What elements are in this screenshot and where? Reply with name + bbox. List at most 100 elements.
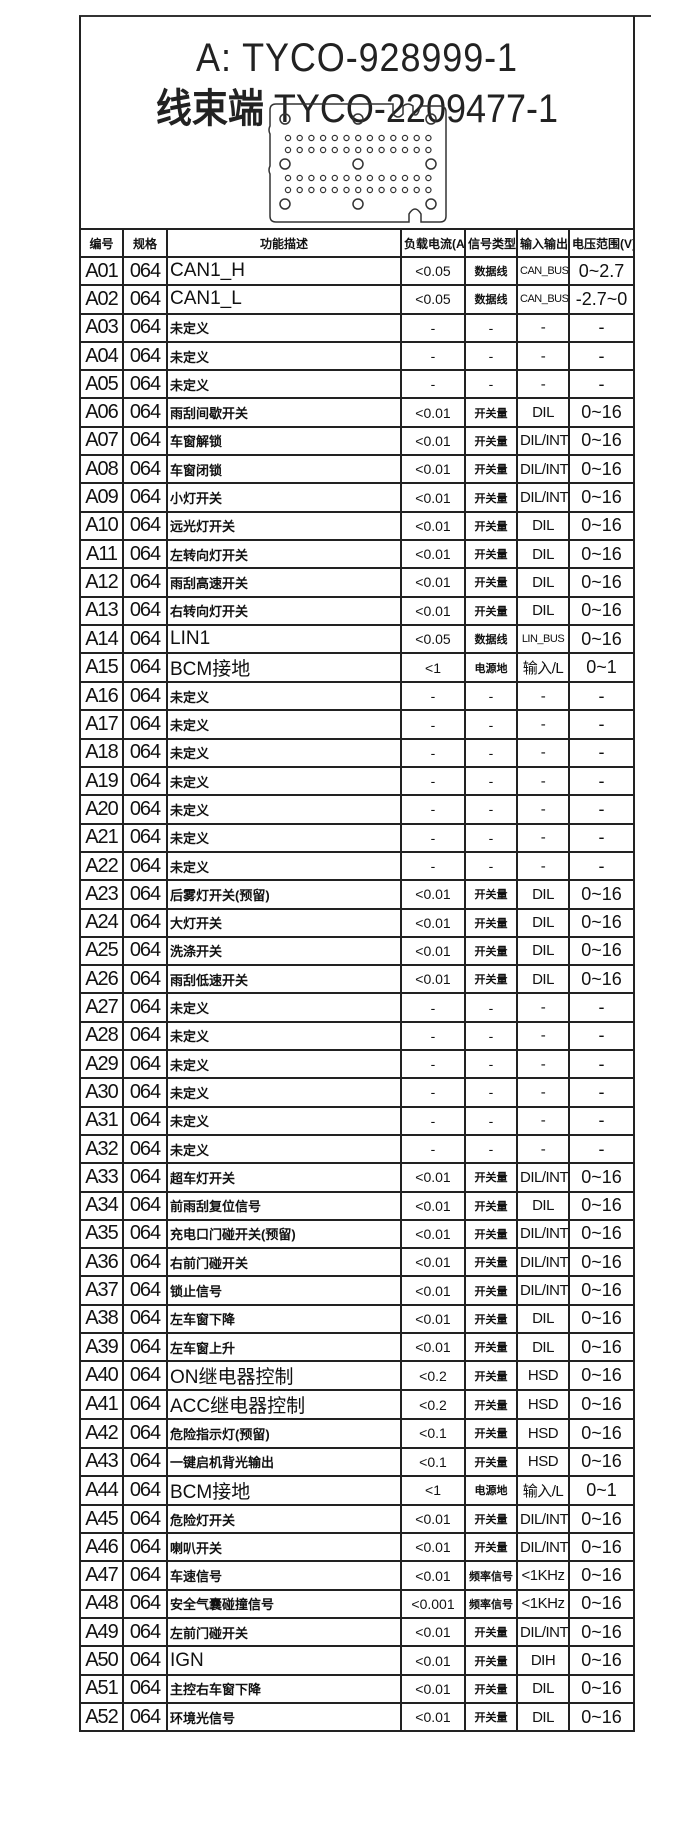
cell-function-description: 左车窗下降 bbox=[166, 1303, 402, 1334]
cell-voltage-range: 0~16 bbox=[568, 1446, 635, 1477]
table-row: A46 064 喇叭开关 <0.01 开关量 DIL/INT 0~16 bbox=[79, 1532, 635, 1563]
cell-spec: 064 bbox=[122, 850, 168, 882]
cell-signal-type: 开关量 bbox=[464, 935, 518, 967]
cell-function-description: 雨刮高速开关 bbox=[166, 567, 402, 598]
cell-voltage-range: 0~16 bbox=[568, 879, 635, 910]
cell-function-description: CAN1_L bbox=[166, 284, 402, 315]
pin-cavity bbox=[390, 174, 397, 182]
cell-signal-type: - bbox=[464, 681, 518, 712]
cell-function-description: 小灯开关 bbox=[166, 482, 402, 513]
cell-load-current: - bbox=[400, 340, 466, 372]
table-row: A19 064 未定义 - - - - bbox=[79, 766, 635, 797]
cell-function-description: 雨刮低速开关 bbox=[166, 964, 402, 995]
cell-load-current: <0.01 bbox=[400, 1190, 466, 1221]
cell-function-description: 喇叭开关 bbox=[166, 1532, 402, 1563]
cell-signal-type: - bbox=[464, 766, 518, 797]
cell-pin-id: A24 bbox=[79, 907, 124, 938]
table-row: A03 064 未定义 - - - - bbox=[79, 312, 635, 343]
cell-pin-id: A39 bbox=[79, 1331, 124, 1363]
cell-io-type: DIL bbox=[516, 1331, 570, 1363]
cell-load-current: - bbox=[400, 1105, 466, 1136]
cell-voltage-range: - bbox=[568, 992, 635, 1023]
table-row: A10 064 远光灯开关 <0.01 开关量 DIL 0~16 bbox=[79, 510, 635, 541]
cell-spec: 064 bbox=[122, 681, 168, 712]
table-row: A36 064 右前门碰开关 <0.01 开关量 DIL/INT 0~16 bbox=[79, 1247, 635, 1278]
cell-function-description: BCM接地 bbox=[166, 652, 402, 684]
cell-voltage-range: 0~16 bbox=[568, 1617, 635, 1648]
cell-signal-type: 开关量 bbox=[464, 1503, 518, 1535]
cell-function-description: 危险灯开关 bbox=[166, 1503, 402, 1535]
table-row: A05 064 未定义 - - - - bbox=[79, 369, 635, 400]
cell-load-current: <0.01 bbox=[400, 1673, 466, 1704]
table-row: A52 064 环境光信号 <0.01 开关量 DIL 0~16 bbox=[79, 1701, 635, 1733]
pin-cavity bbox=[284, 186, 292, 194]
cell-function-description: 锁止信号 bbox=[166, 1275, 402, 1306]
cell-io-type: DIL bbox=[516, 510, 570, 541]
mounting-hole bbox=[352, 158, 364, 170]
cell-signal-type: 开关量 bbox=[464, 1190, 518, 1221]
cell-voltage-range: - bbox=[568, 766, 635, 797]
cell-io-type: - bbox=[516, 822, 570, 853]
table-row: A23 064 后雾灯开关(预留) <0.01 开关量 DIL 0~16 bbox=[79, 879, 635, 910]
cell-voltage-range: 0~16 bbox=[568, 964, 635, 995]
cell-function-description: 未定义 bbox=[166, 340, 402, 372]
table-row: A06 064 雨刮间歇开关 <0.01 开关量 DIL 0~16 bbox=[79, 397, 635, 428]
header-voltage-range: 电压范围(V) bbox=[568, 228, 635, 258]
cell-function-description: CAN1_H bbox=[166, 255, 402, 287]
cell-voltage-range: - bbox=[568, 737, 635, 769]
cell-io-type: 输入/L bbox=[516, 652, 570, 684]
cell-pin-id: A10 bbox=[79, 510, 124, 541]
cell-pin-id: A40 bbox=[79, 1360, 124, 1392]
table-row: A13 064 右转向灯开关 <0.01 开关量 DIL 0~16 bbox=[79, 595, 635, 626]
cell-spec: 064 bbox=[122, 822, 168, 853]
cell-io-type: DIL bbox=[516, 1673, 570, 1704]
pin-cavity bbox=[390, 146, 397, 154]
cell-load-current: - bbox=[400, 1049, 466, 1080]
cell-signal-type: 开关量 bbox=[464, 1645, 518, 1676]
pin-cavity bbox=[366, 146, 374, 154]
cell-function-description: IGN bbox=[166, 1645, 402, 1676]
cell-function-description: 右前门碰开关 bbox=[166, 1247, 402, 1278]
cell-voltage-range: - bbox=[568, 1049, 635, 1080]
table-row: A38 064 左车窗下降 <0.01 开关量 DIL 0~16 bbox=[79, 1303, 635, 1334]
mounting-hole bbox=[352, 198, 364, 210]
pin-cavity bbox=[308, 146, 315, 154]
cell-function-description: 安全气囊碰撞信号 bbox=[166, 1588, 402, 1620]
cell-signal-type: - bbox=[464, 992, 518, 1023]
pin-cavity bbox=[390, 186, 397, 194]
mounting-hole bbox=[425, 158, 437, 170]
table-row: A09 064 小灯开关 <0.01 开关量 DIL/INT 0~16 bbox=[79, 482, 635, 513]
cell-signal-type: 开关量 bbox=[464, 1673, 518, 1704]
cell-voltage-range: 0~16 bbox=[568, 454, 635, 485]
cell-pin-id: A22 bbox=[79, 850, 124, 882]
cell-load-current: <0.01 bbox=[400, 1162, 466, 1193]
pin-cavity bbox=[425, 174, 432, 182]
cell-pin-id: A07 bbox=[79, 425, 124, 457]
cell-pin-id: A04 bbox=[79, 340, 124, 372]
cell-io-type: DIL bbox=[516, 397, 570, 428]
cell-pin-id: A46 bbox=[79, 1532, 124, 1563]
pin-cavity bbox=[401, 134, 409, 142]
cell-pin-id: A17 bbox=[79, 709, 124, 740]
cell-signal-type: 电源地 bbox=[464, 1474, 518, 1506]
cell-function-description: 未定义 bbox=[166, 766, 402, 797]
cell-voltage-range: 0~16 bbox=[568, 397, 635, 428]
cell-signal-type: 开关量 bbox=[464, 964, 518, 995]
cell-signal-type: 开关量 bbox=[464, 1617, 518, 1648]
cell-pin-id: A43 bbox=[79, 1446, 124, 1477]
cell-voltage-range: 0~16 bbox=[568, 1218, 635, 1250]
connector-face-diagram bbox=[268, 103, 447, 223]
cell-voltage-range: 0~16 bbox=[568, 935, 635, 967]
cell-pin-id: A30 bbox=[79, 1077, 124, 1108]
cell-load-current: <0.01 bbox=[400, 879, 466, 910]
pin-cavity bbox=[296, 146, 303, 154]
cell-pin-id: A20 bbox=[79, 794, 124, 825]
cell-signal-type: 开关量 bbox=[464, 1532, 518, 1563]
cell-signal-type: 开关量 bbox=[464, 1247, 518, 1278]
cell-spec: 064 bbox=[122, 652, 168, 684]
cell-io-type: 输入/L bbox=[516, 1474, 570, 1506]
cell-pin-id: A21 bbox=[79, 822, 124, 853]
table-row: A45 064 危险灯开关 <0.01 开关量 DIL/INT 0~16 bbox=[79, 1503, 635, 1535]
cell-function-description: 未定义 bbox=[166, 1133, 402, 1165]
cell-io-type: - bbox=[516, 369, 570, 400]
